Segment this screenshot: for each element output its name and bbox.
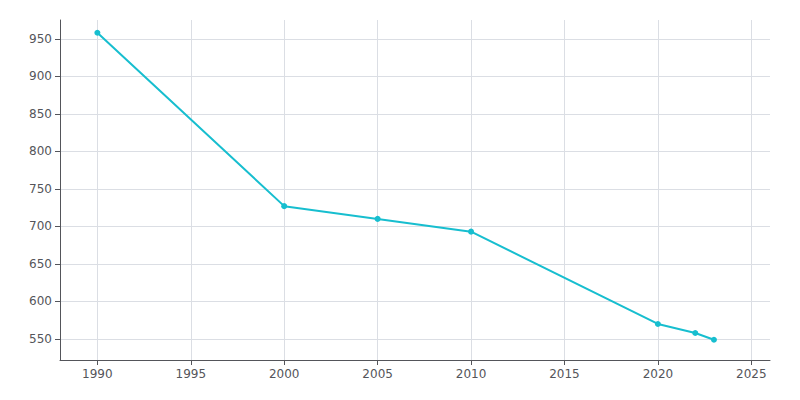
svg-text:2010: 2010 [456, 367, 487, 381]
svg-text:2015: 2015 [549, 367, 580, 381]
svg-text:700: 700 [29, 219, 52, 233]
svg-text:2005: 2005 [362, 367, 393, 381]
svg-text:550: 550 [29, 332, 52, 346]
svg-text:950: 950 [29, 32, 52, 46]
svg-text:1990: 1990 [82, 367, 113, 381]
svg-text:850: 850 [29, 107, 52, 121]
svg-text:2020: 2020 [643, 367, 674, 381]
svg-text:650: 650 [29, 257, 52, 271]
svg-text:750: 750 [29, 182, 52, 196]
svg-text:2000: 2000 [269, 367, 300, 381]
svg-text:2025: 2025 [736, 367, 767, 381]
svg-text:900: 900 [29, 69, 52, 83]
svg-text:1995: 1995 [176, 367, 207, 381]
svg-text:800: 800 [29, 144, 52, 158]
svg-text:600: 600 [29, 294, 52, 308]
